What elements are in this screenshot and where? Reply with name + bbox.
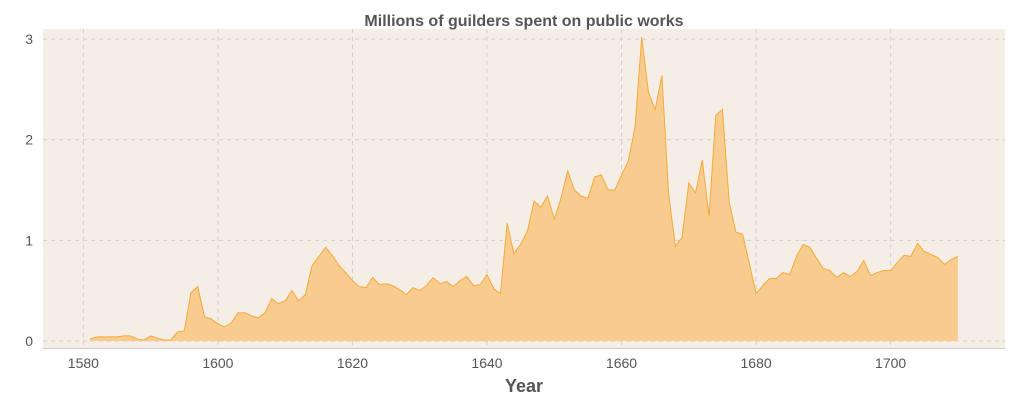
series-area [90, 37, 958, 341]
y-tick-label: 0 [25, 333, 33, 349]
y-ticks: 0 1 2 3 [25, 31, 33, 349]
y-tick-label: 2 [25, 132, 33, 148]
x-tick-label: 1600 [202, 355, 233, 371]
x-tick-label: 1580 [68, 355, 99, 371]
x-tick-label: 1700 [875, 355, 906, 371]
x-axis-label: Year [505, 376, 543, 396]
y-tick-label: 3 [25, 31, 33, 47]
x-ticks: 1580 1600 1620 1640 1660 1680 1700 [68, 355, 907, 371]
x-tick-label: 1640 [471, 355, 502, 371]
x-tick-label: 1680 [741, 355, 772, 371]
y-tick-label: 1 [25, 232, 33, 248]
series-line [89, 36, 959, 341]
x-tick-label: 1620 [337, 355, 368, 371]
x-tick-label: 1660 [606, 355, 637, 371]
chart-title: Millions of guilders spent on public wor… [364, 13, 683, 30]
